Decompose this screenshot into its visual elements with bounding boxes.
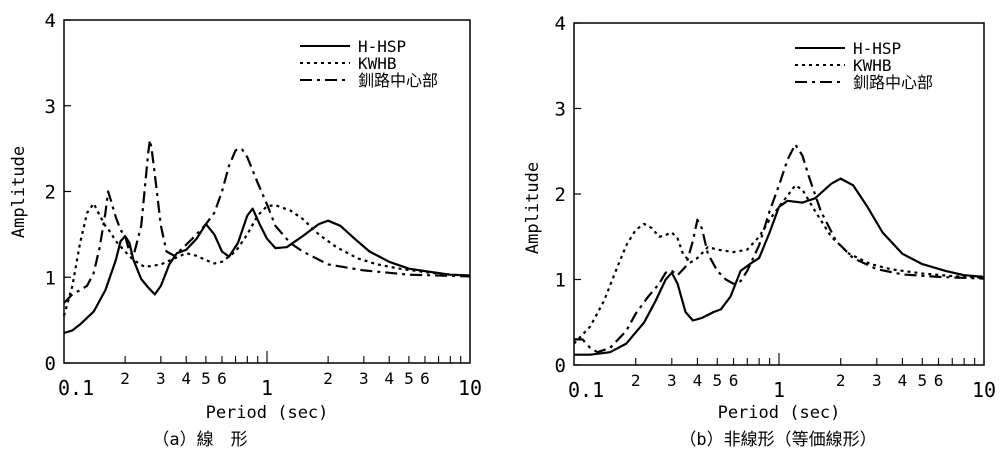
series-b [573,143,985,356]
y-tick-label: 4 [45,10,56,32]
x-tick-label: 6 [729,371,739,390]
x-tick-label: 4 [693,371,703,390]
x-tick-label: 10 [972,378,996,402]
legend-label: 釧路中心部 [358,71,438,90]
y-tick-label: 3 [555,99,566,121]
x-tick-label: 3 [872,371,882,390]
x-tick-label: 1 [773,378,785,402]
x-tick-label: 2 [120,369,130,388]
legend-label: 釧路中心部 [853,73,933,92]
y-tick-label: 3 [45,96,56,118]
y-tick-label: 0 [45,353,56,375]
x-tick-label: 2 [836,371,846,390]
series-line-solid [574,177,985,356]
legend-label: H-HSP [853,39,901,58]
x-tick-label: 4 [898,371,908,390]
caption-b: （b）非線形（等価線形） [679,430,876,450]
y-axis-label-b: Amplitude [523,162,543,254]
y-tick-label: 2 [555,184,566,206]
x-tick-label: 4 [181,369,191,388]
y-tick-label: 0 [555,355,566,377]
x-tick-label: 5 [917,371,927,390]
x-axis-label-a: Period (sec) [206,403,329,423]
legend-label: KWHB [358,54,397,73]
y-axis-label-a: Amplitude [9,146,29,238]
legend-label: KWHB [853,56,892,75]
series-line-solid [63,207,471,335]
x-tick-label: 2 [631,371,641,390]
y-tick-label: 1 [45,267,56,289]
y-ticks-a: 0 1 2 3 4 [45,10,71,375]
y-tick-label: 2 [45,182,56,204]
x-tick-label: 1 [261,376,273,400]
y-ticks-b: 0 1 2 3 4 [555,13,581,377]
x-axis-label-b: Period (sec) [718,403,841,423]
x-tick-label: 4 [384,369,394,388]
series-line-dotted [62,202,471,317]
x-tick-label: 5 [712,371,722,390]
x-tick-label: 6 [934,371,944,390]
x-tick-label: 6 [420,369,430,388]
series-line-dashdot [63,138,471,304]
legend-label: H-HSP [358,37,406,56]
x-ticks-b: 0.1 2 3 4 5 6 1 2 3 4 5 6 10 [568,353,996,402]
x-ticks-a: 0.1 2 3 4 5 6 1 2 3 4 5 6 10 [58,351,482,400]
x-tick-label: 3 [359,369,369,388]
x-tick-label: 2 [323,369,333,388]
x-tick-label: 3 [156,369,166,388]
x-tick-label: 10 [458,376,482,400]
y-tick-label: 4 [555,13,566,35]
x-tick-label: 3 [667,371,677,390]
caption-a: （a）線 形 [152,430,247,450]
x-tick-label: 0.1 [568,378,604,402]
x-tick-label: 0.1 [58,376,94,400]
x-tick-label: 5 [201,369,211,388]
x-tick-label: 5 [404,369,414,388]
y-tick-label: 1 [555,270,566,292]
x-tick-label: 6 [217,369,227,388]
series-line-dashdot [574,143,985,354]
series-a [62,138,471,335]
